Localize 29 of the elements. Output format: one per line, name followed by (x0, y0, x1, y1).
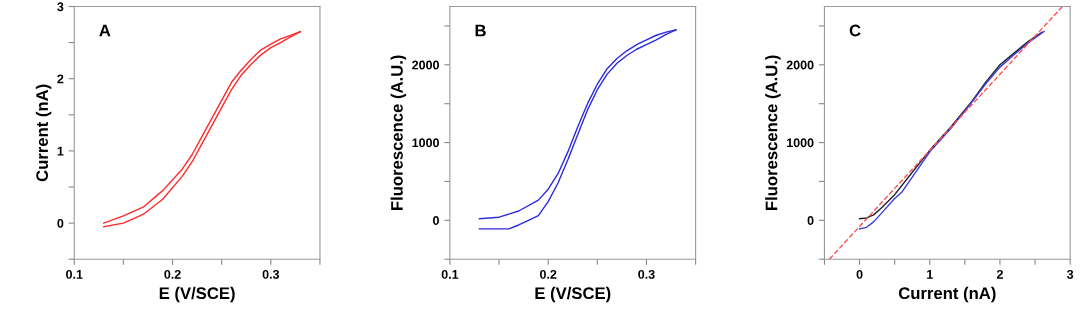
x-tick-label: 0.1 (66, 269, 83, 279)
y-tick-label: 1000 (787, 138, 814, 148)
y-tick-label: 2 (57, 74, 64, 84)
annotation: A (99, 24, 111, 37)
y-tick-label: 2000 (786, 60, 814, 70)
y-tick-label: 1 (57, 146, 64, 156)
x-tick-label: 0 (856, 269, 863, 279)
y-tick-label: 3 (57, 2, 64, 12)
y-tick-label: 2000 (412, 60, 439, 70)
x-tick-label: 0.3 (638, 269, 655, 279)
y-tick-label: 0 (807, 216, 814, 225)
y-tick-label: 1000 (412, 138, 439, 148)
x-tick-label: 0.1 (441, 269, 459, 279)
x-tick-label: 2 (996, 269, 1003, 279)
y-axis-title: Fluorescence (A.U.) (390, 55, 407, 210)
x-axis-title: Current (nA) (898, 286, 996, 303)
x-tick-label: 0.2 (539, 269, 557, 279)
y-axis-title: Current (nA) (35, 84, 52, 182)
y-tick-label: 0 (57, 218, 64, 228)
y-tick-label: 0 (433, 216, 439, 225)
x-tick-label: 1 (927, 270, 933, 279)
x-tick-label: 0.2 (164, 269, 181, 279)
x-tick-label: 3 (1066, 269, 1074, 279)
x-tick-label: 0.3 (262, 269, 280, 279)
x-axis-title: E (V/SCE) (159, 286, 235, 303)
annotation: B (475, 24, 486, 37)
annotation: C (849, 24, 861, 37)
x-axis-title: E (V/SCE) (535, 286, 611, 303)
y-axis-title: Fluorescence (A.U.) (765, 55, 781, 210)
